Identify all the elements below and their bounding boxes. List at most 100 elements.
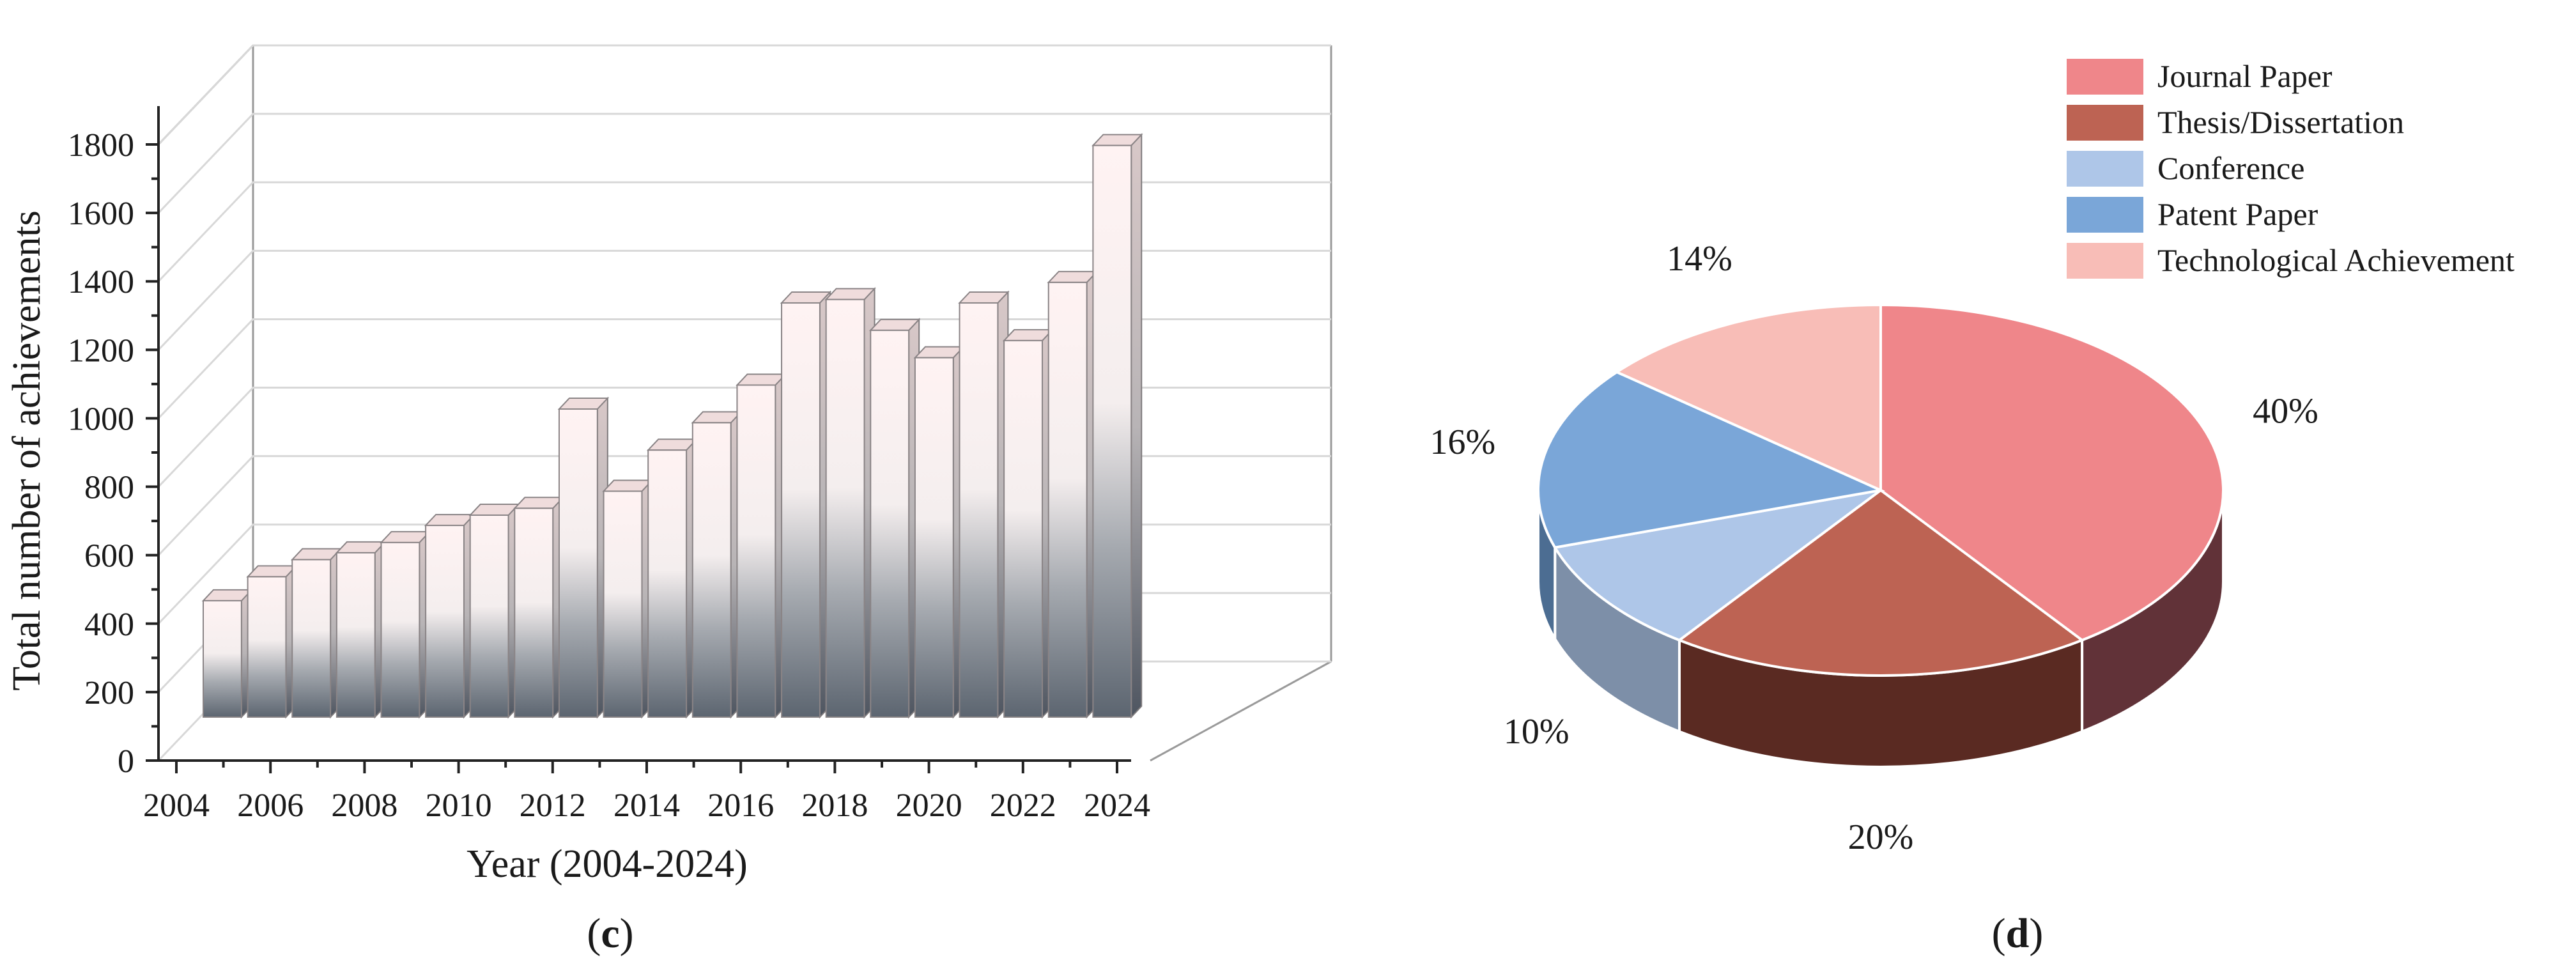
legend: Journal Paper Thesis/Dissertation Conferen… [2067, 58, 2515, 279]
bar-front [335, 552, 376, 718]
gridline [157, 112, 1331, 214]
bar-front [1092, 144, 1132, 718]
bar-front [425, 525, 465, 718]
gridline [157, 249, 1331, 351]
y-tick-label: 200 [84, 675, 134, 711]
pie-top [1537, 303, 2225, 677]
y-tick-label: 1400 [68, 264, 134, 300]
bar [424, 513, 476, 719]
bar-front [691, 422, 732, 718]
gridline [157, 181, 1331, 282]
pie-label-conference: 10% [1504, 712, 1570, 752]
x-tick-label: 2008 [331, 787, 397, 824]
bar-front [380, 541, 420, 718]
bar [958, 290, 1010, 719]
bar-front [736, 384, 776, 718]
legend-swatch [2067, 59, 2143, 95]
pie-slice-technological-achievement [1614, 303, 1882, 493]
bar [468, 502, 520, 719]
y-tick-label: 0 [118, 743, 134, 780]
panel-letter-c: c [601, 910, 619, 957]
y-axis-title: Total number of achievements [5, 210, 49, 690]
y-tick-label: 1200 [68, 332, 134, 369]
bar [335, 540, 387, 719]
bar-front [291, 559, 332, 718]
y-tick-labels: 0 200 400 600 800 1000 1200 1400 1600 1800 [68, 127, 134, 780]
bar [246, 564, 298, 719]
pie-label-patent-paper: 16% [1430, 422, 1495, 462]
x-tick-label: 2016 [707, 787, 774, 824]
y-tick-label: 1000 [68, 401, 134, 437]
pie-slice-journal-paper [1879, 303, 2225, 642]
bar [646, 437, 698, 719]
x-tick-label: 2014 [613, 787, 680, 824]
bar [557, 396, 610, 719]
bar [1002, 328, 1054, 719]
bar-side [1130, 133, 1143, 719]
floor-right-edge [1150, 660, 1332, 762]
bar [201, 588, 254, 719]
x-tick-label: 2020 [896, 787, 962, 824]
pie-label-journal-paper: 40% [2253, 391, 2318, 431]
bar-front [558, 408, 598, 718]
bar [780, 290, 832, 719]
pie-slice-thesis-dissertation [1676, 488, 2085, 677]
bar [824, 287, 876, 719]
pie-label-thesis-dissertation: 20% [1848, 817, 1914, 857]
bar [380, 530, 431, 719]
bar-front [914, 357, 954, 718]
bar-front [1047, 281, 1088, 718]
legend-label: Conference [2157, 150, 2304, 186]
y-tick-label: 600 [84, 538, 134, 575]
x-tick-labels: 2004 2006 2008 2010 2012 2014 2016 2018 2020 2022… [143, 787, 1150, 824]
x-tick-label: 2004 [143, 787, 210, 824]
bar [1091, 133, 1143, 719]
bar-front [247, 576, 287, 718]
x-tick-label: 2012 [520, 787, 586, 824]
axes [146, 106, 1131, 773]
bar-front [469, 514, 509, 718]
bar-front [870, 329, 910, 718]
bar [290, 547, 343, 719]
bar-front [514, 507, 554, 718]
y-tick-label: 1600 [68, 196, 134, 232]
legend-swatch [2067, 151, 2143, 187]
pie-percent-labels: 40% 20% 10% 16% 14% [1430, 239, 2318, 857]
bar-front [603, 490, 643, 718]
bar [513, 495, 565, 719]
bar-front [647, 449, 688, 718]
bar [868, 318, 921, 719]
bar-chart-panel: 0 200 400 600 800 1000 1200 1400 1600 1800 2004 20… [5, 44, 1332, 957]
y-tick-label: 1800 [68, 127, 134, 164]
legend-swatch [2067, 197, 2143, 233]
legend-swatch [2067, 105, 2143, 141]
bar [736, 372, 787, 719]
pie-slice-patent-paper [1537, 370, 1885, 549]
pie-slice-conference [1553, 489, 1882, 642]
bar-front [825, 298, 865, 718]
bar-front [781, 302, 821, 718]
bar [691, 410, 743, 719]
x-tick-label: 2006 [237, 787, 304, 824]
panel-label-d: (d) [1992, 910, 2044, 957]
bar [1047, 270, 1099, 719]
legend-label: Thesis/Dissertation [2157, 104, 2404, 140]
bar-front [1003, 339, 1044, 718]
legend-label: Technological Achievement [2157, 242, 2515, 278]
y-tick-label: 400 [84, 607, 134, 643]
bar-front [203, 600, 242, 718]
legend-label: Journal Paper [2157, 58, 2333, 94]
pie-chart-panel: 40% 20% 10% 16% 14% Journal Paper Thesis/Diss… [1430, 58, 2514, 957]
pie-label-technological-achievement: 14% [1667, 239, 1732, 279]
legend-swatch [2067, 243, 2143, 279]
legend-label: Patent Paper [2157, 196, 2318, 232]
panel-label-c: (c) [587, 910, 633, 957]
x-tick-label: 2024 [1084, 787, 1150, 824]
bar-series [201, 133, 1143, 719]
x-axis-title: Year (2004-2024) [467, 842, 748, 886]
bar [913, 345, 966, 719]
gridline [157, 44, 1331, 146]
y-tick-label: 800 [84, 470, 134, 506]
x-tick-label: 2022 [990, 787, 1056, 824]
